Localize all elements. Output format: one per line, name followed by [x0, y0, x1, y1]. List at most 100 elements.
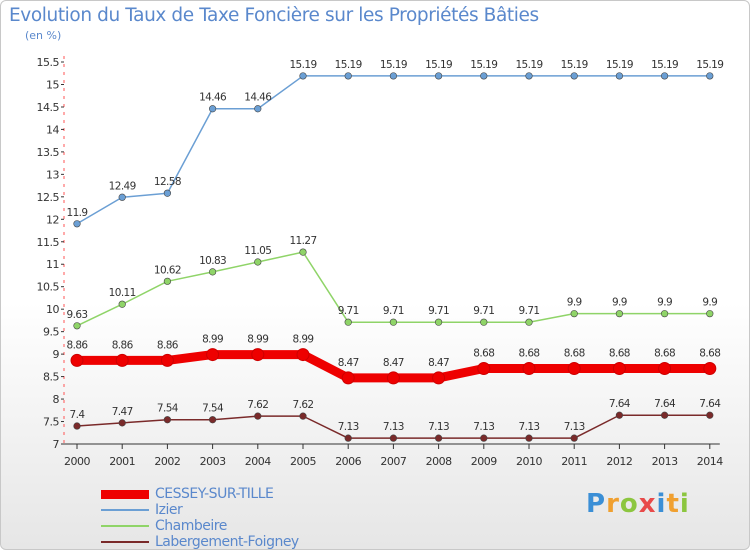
y-tick-label: 10 [46, 303, 59, 316]
data-point-labergement-foigney [118, 419, 126, 427]
data-point-chambeire [435, 318, 443, 326]
data-label-izier: 15.19 [425, 59, 452, 71]
data-point-cessey-sur-tille [612, 361, 626, 375]
x-tick-label: 2009 [471, 455, 497, 468]
x-tick-label: 2001 [109, 455, 135, 468]
y-tick-label: 15.5 [37, 56, 60, 69]
data-point-labergement-foigney [389, 434, 398, 442]
data-point-izier [163, 189, 171, 197]
data-point-cessey-sur-tille [522, 361, 536, 375]
data-label-labergement-foigney: 7.47 [112, 406, 133, 418]
logo-letter: r [606, 489, 620, 519]
data-point-cessey-sur-tille [206, 348, 220, 362]
data-label-cessey-sur-tille: 8.99 [247, 334, 268, 346]
data-label-chambeire: 9.63 [67, 309, 88, 321]
legend-swatch [101, 525, 149, 527]
y-tick-label: 15 [46, 78, 59, 91]
data-point-izier [435, 72, 443, 80]
x-tick-label: 2002 [154, 455, 180, 468]
logo-letter: o [619, 489, 639, 519]
y-tick-label: 8 [53, 393, 60, 406]
data-point-labergement-foigney [254, 412, 262, 420]
data-point-chambeire [570, 310, 578, 318]
data-label-izier: 15.19 [470, 59, 497, 71]
data-point-izier [209, 105, 217, 113]
y-tick-label: 11 [46, 258, 59, 271]
data-point-chambeire [615, 310, 624, 318]
data-point-cessey-sur-tille [658, 361, 672, 375]
data-label-labergement-foigney: 7.54 [202, 403, 224, 415]
data-label-izier: 11.9 [67, 207, 88, 219]
legend-swatch [101, 541, 149, 543]
y-unit-label: (en %) [25, 29, 62, 42]
legend-label: Izier [155, 502, 183, 518]
data-point-chambeire [118, 300, 126, 308]
data-label-cessey-sur-tille: 8.68 [473, 347, 494, 359]
legend-label: CESSEY-SUR-TILLE [155, 486, 274, 502]
data-label-izier: 15.19 [515, 59, 542, 71]
data-point-labergement-foigney [706, 411, 714, 419]
data-point-chambeire [344, 318, 352, 326]
logo-letter: P [586, 489, 607, 519]
data-label-labergement-foigney: 7.13 [428, 421, 449, 433]
data-label-izier: 15.19 [561, 59, 588, 71]
legend-swatch [101, 509, 149, 511]
x-tick-label: 2004 [245, 455, 271, 468]
data-point-labergement-foigney [435, 434, 443, 442]
data-label-izier: 12.49 [109, 180, 136, 192]
data-label-cessey-sur-tille: 8.68 [699, 347, 720, 359]
data-label-chambeire: 10.62 [154, 264, 181, 276]
data-point-izier [254, 105, 262, 113]
series-line-izier [76, 75, 710, 225]
x-tick-label: 2014 [697, 455, 723, 468]
data-point-izier [525, 72, 533, 80]
data-label-labergement-foigney: 7.64 [654, 398, 676, 410]
data-label-cessey-sur-tille: 8.68 [609, 347, 630, 359]
data-point-chambeire [73, 322, 81, 330]
data-point-labergement-foigney [525, 434, 533, 442]
data-label-cessey-sur-tille: 8.68 [654, 347, 675, 359]
data-point-chambeire [163, 277, 171, 285]
logo-letter: i [679, 489, 690, 519]
data-label-labergement-foigney: 7.13 [564, 421, 585, 433]
x-tick-label: 2013 [652, 455, 678, 468]
data-point-labergement-foigney [570, 434, 578, 442]
data-label-chambeire: 9.9 [612, 297, 627, 309]
data-label-cessey-sur-tille: 8.47 [338, 357, 359, 369]
data-label-chambeire: 9.9 [567, 297, 582, 309]
y-tick-label: 13 [46, 168, 59, 181]
data-point-cessey-sur-tille [432, 371, 446, 385]
data-label-chambeire: 9.71 [428, 305, 449, 317]
y-tick-label: 10.5 [37, 281, 60, 294]
data-point-chambeire [706, 310, 714, 318]
data-point-cessey-sur-tille [115, 353, 129, 367]
data-label-labergement-foigney: 7.64 [609, 398, 631, 410]
legend-item: CESSEY-SUR-TILLE [101, 486, 299, 502]
data-point-labergement-foigney [344, 434, 352, 442]
data-point-labergement-foigney [615, 411, 624, 419]
data-point-izier [706, 72, 714, 80]
data-label-chambeire: 11.05 [244, 245, 271, 257]
data-point-cessey-sur-tille [386, 371, 400, 385]
data-point-cessey-sur-tille [251, 348, 265, 362]
y-tick-label: 11.5 [37, 236, 60, 249]
data-label-chambeire: 9.71 [338, 305, 359, 317]
data-point-labergement-foigney [480, 434, 488, 442]
proxiti-logo: Proxiti [586, 489, 690, 519]
x-tick-label: 2010 [516, 455, 542, 468]
data-label-labergement-foigney: 7.62 [247, 399, 268, 411]
data-label-cessey-sur-tille: 8.47 [428, 357, 449, 369]
data-point-izier [118, 193, 126, 201]
x-tick-label: 2005 [290, 455, 316, 468]
data-point-labergement-foigney [209, 416, 217, 424]
y-tick-label: 12 [46, 213, 59, 226]
data-label-chambeire: 9.71 [383, 305, 404, 317]
data-label-chambeire: 9.71 [473, 305, 494, 317]
data-point-chambeire [299, 248, 307, 256]
data-point-chambeire [480, 318, 488, 326]
legend-item: Labergement-Foigney [101, 534, 299, 549]
data-label-cessey-sur-tille: 8.68 [564, 347, 585, 359]
data-point-chambeire [389, 318, 398, 326]
data-label-chambeire: 9.71 [519, 305, 540, 317]
